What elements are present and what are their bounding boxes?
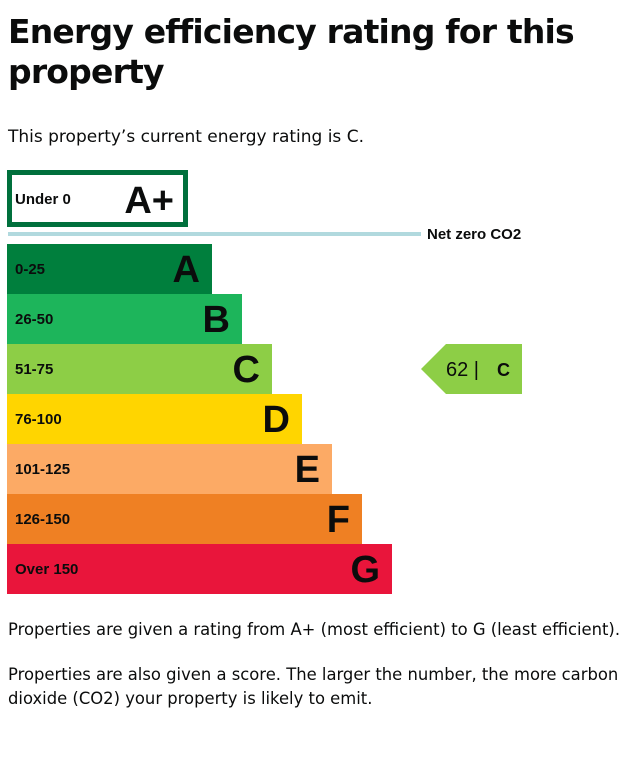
epc-rating-chart: Under 0 A+ Net zero CO2 0-25 A26-50 B51-75… — [7, 170, 522, 594]
band-b: 26-50 B — [7, 294, 242, 344]
current-rating-score: 62 | — [446, 359, 479, 381]
band-letter-label: C — [233, 349, 260, 391]
band-d: 76-100 D — [7, 394, 302, 444]
band-letter-label: A — [173, 249, 200, 291]
band-bar — [7, 294, 242, 344]
top-band-range: Under 0 — [15, 191, 71, 208]
current-rating-letter: C — [497, 360, 510, 380]
band-bar — [7, 494, 362, 544]
band-bar — [7, 544, 392, 594]
current-rating-pointer: 62 | C — [421, 344, 522, 394]
band-c: 51-75 C — [7, 344, 272, 394]
band-g: Over 150 G — [7, 544, 392, 594]
top-band-letter: A+ — [124, 180, 174, 222]
band-e: 101-125 E — [7, 444, 332, 494]
top-band-aplus: Under 0 A+ — [7, 170, 188, 227]
band-f: 126-150 F — [7, 494, 362, 544]
band-range-label: 51-75 — [15, 361, 53, 378]
band-letter-label: B — [203, 299, 230, 341]
net-zero-label: Net zero CO2 — [427, 226, 521, 243]
band-bar — [7, 244, 212, 294]
band-range-label: 76-100 — [15, 411, 62, 428]
band-letter-label: E — [295, 449, 320, 491]
band-range-label: 0-25 — [15, 261, 45, 278]
band-bar — [7, 444, 332, 494]
current-rating-arrow — [421, 344, 522, 394]
current-rating-text: This property’s current energy rating is… — [8, 127, 364, 147]
rating-bands: 0-25 A 26-50 B 51-75 C 76-100 D 101-125 E 126-150 F… — [7, 244, 392, 594]
band-range-label: Over 150 — [15, 561, 78, 578]
rating-explanation: Properties are given a rating from A+ (m… — [8, 620, 621, 639]
band-range-label: 126-150 — [15, 511, 70, 528]
band-letter-label: G — [350, 549, 380, 591]
band-range-label: 26-50 — [15, 311, 53, 328]
band-range-label: 101-125 — [15, 461, 70, 478]
score-explanation: Properties are also given a score. The l… — [8, 665, 619, 708]
band-letter-label: F — [327, 499, 350, 541]
band-bar — [7, 344, 272, 394]
page-title: Energy efficiency rating for this proper… — [8, 12, 575, 91]
band-letter-label: D — [263, 399, 290, 441]
top-band-box — [7, 170, 188, 227]
band-a: 0-25 A — [7, 244, 212, 294]
band-bar — [7, 394, 302, 444]
net-zero-marker: Net zero CO2 — [8, 226, 521, 243]
